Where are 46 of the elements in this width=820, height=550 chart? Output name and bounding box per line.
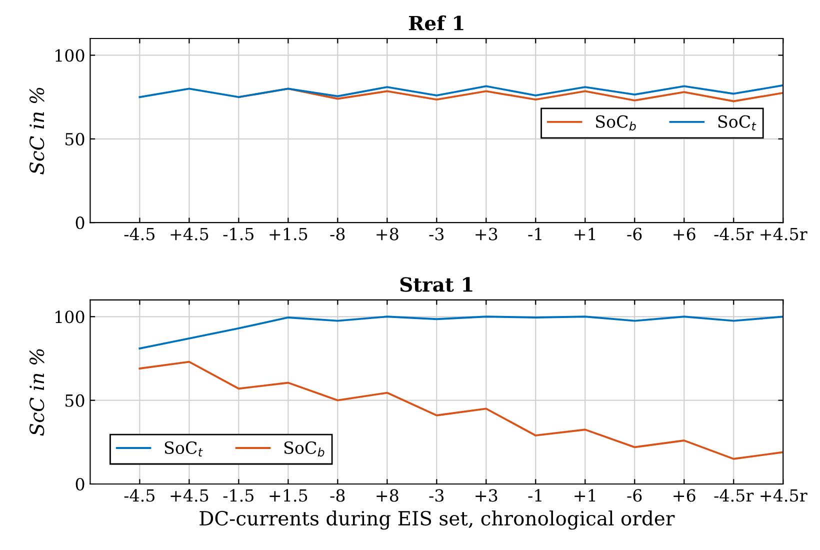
x-tick-label: +1.5	[270, 489, 308, 502]
x-tick-label: +1.5	[270, 228, 308, 240]
x-tick-label: -6	[627, 489, 642, 502]
x-tick-label: +3	[476, 489, 498, 502]
y-tick-label: 0	[76, 478, 84, 491]
chart-title: Ref 1	[408, 15, 464, 30]
y-axis-title: ScC in %	[29, 349, 44, 436]
x-tick-label: -1.5	[223, 489, 254, 502]
x-tick-label: -1.5	[223, 228, 254, 240]
y-tick-label: 0	[76, 216, 84, 230]
x-tick-label: +4.5	[170, 489, 208, 502]
x-tick-label: -4.5	[124, 228, 154, 240]
line-series	[138, 360, 784, 460]
chart-title: Strat 1	[400, 277, 472, 292]
x-tick-label: +8	[376, 489, 398, 502]
x-tick-label: +4.5r	[760, 489, 808, 502]
x-tick-label: -3	[429, 489, 444, 502]
x-tick-label: -4.5	[124, 489, 154, 502]
y-tick-label: 50	[66, 394, 84, 407]
x-tick-label: +4.5r	[760, 228, 808, 240]
x-tick-label: +1	[574, 489, 596, 502]
x-tick-label: -1	[528, 489, 542, 502]
y-tick-label: 100	[56, 49, 84, 62]
line-series	[138, 84, 784, 98]
x-tick-label: +1	[574, 228, 596, 240]
y-tick-label: 100	[56, 310, 84, 324]
y-tick-label: 50	[66, 132, 84, 146]
legend-label: SoC$_{b}$	[596, 115, 636, 131]
x-tick-label: +6	[674, 489, 696, 502]
line-series	[138, 316, 784, 350]
legend-label: SoC$_{t}$	[718, 115, 756, 130]
x-tick-label: -4.5r	[714, 228, 754, 240]
y-axis-title: ScC in %	[29, 88, 44, 174]
legend-label: SoC$_{t}$	[164, 441, 203, 456]
x-tick-label: -6	[627, 228, 642, 240]
x-tick-label: +6	[674, 228, 696, 240]
x-tick-label: +3	[476, 228, 498, 240]
x-tick-label: -4.5r	[714, 489, 754, 502]
x-tick-label: +8	[376, 228, 398, 240]
x-tick-label: -3	[429, 228, 444, 240]
x-tick-label: -8	[330, 228, 345, 240]
legend-label: SoC$_{b}$	[284, 441, 324, 457]
x-tick-label: +4.5	[170, 228, 208, 240]
x-tick-label: -8	[330, 489, 345, 502]
x-tick-label: -1	[528, 228, 542, 240]
x-axis-title: DC-currents during EIS set, chronological order	[200, 510, 675, 530]
